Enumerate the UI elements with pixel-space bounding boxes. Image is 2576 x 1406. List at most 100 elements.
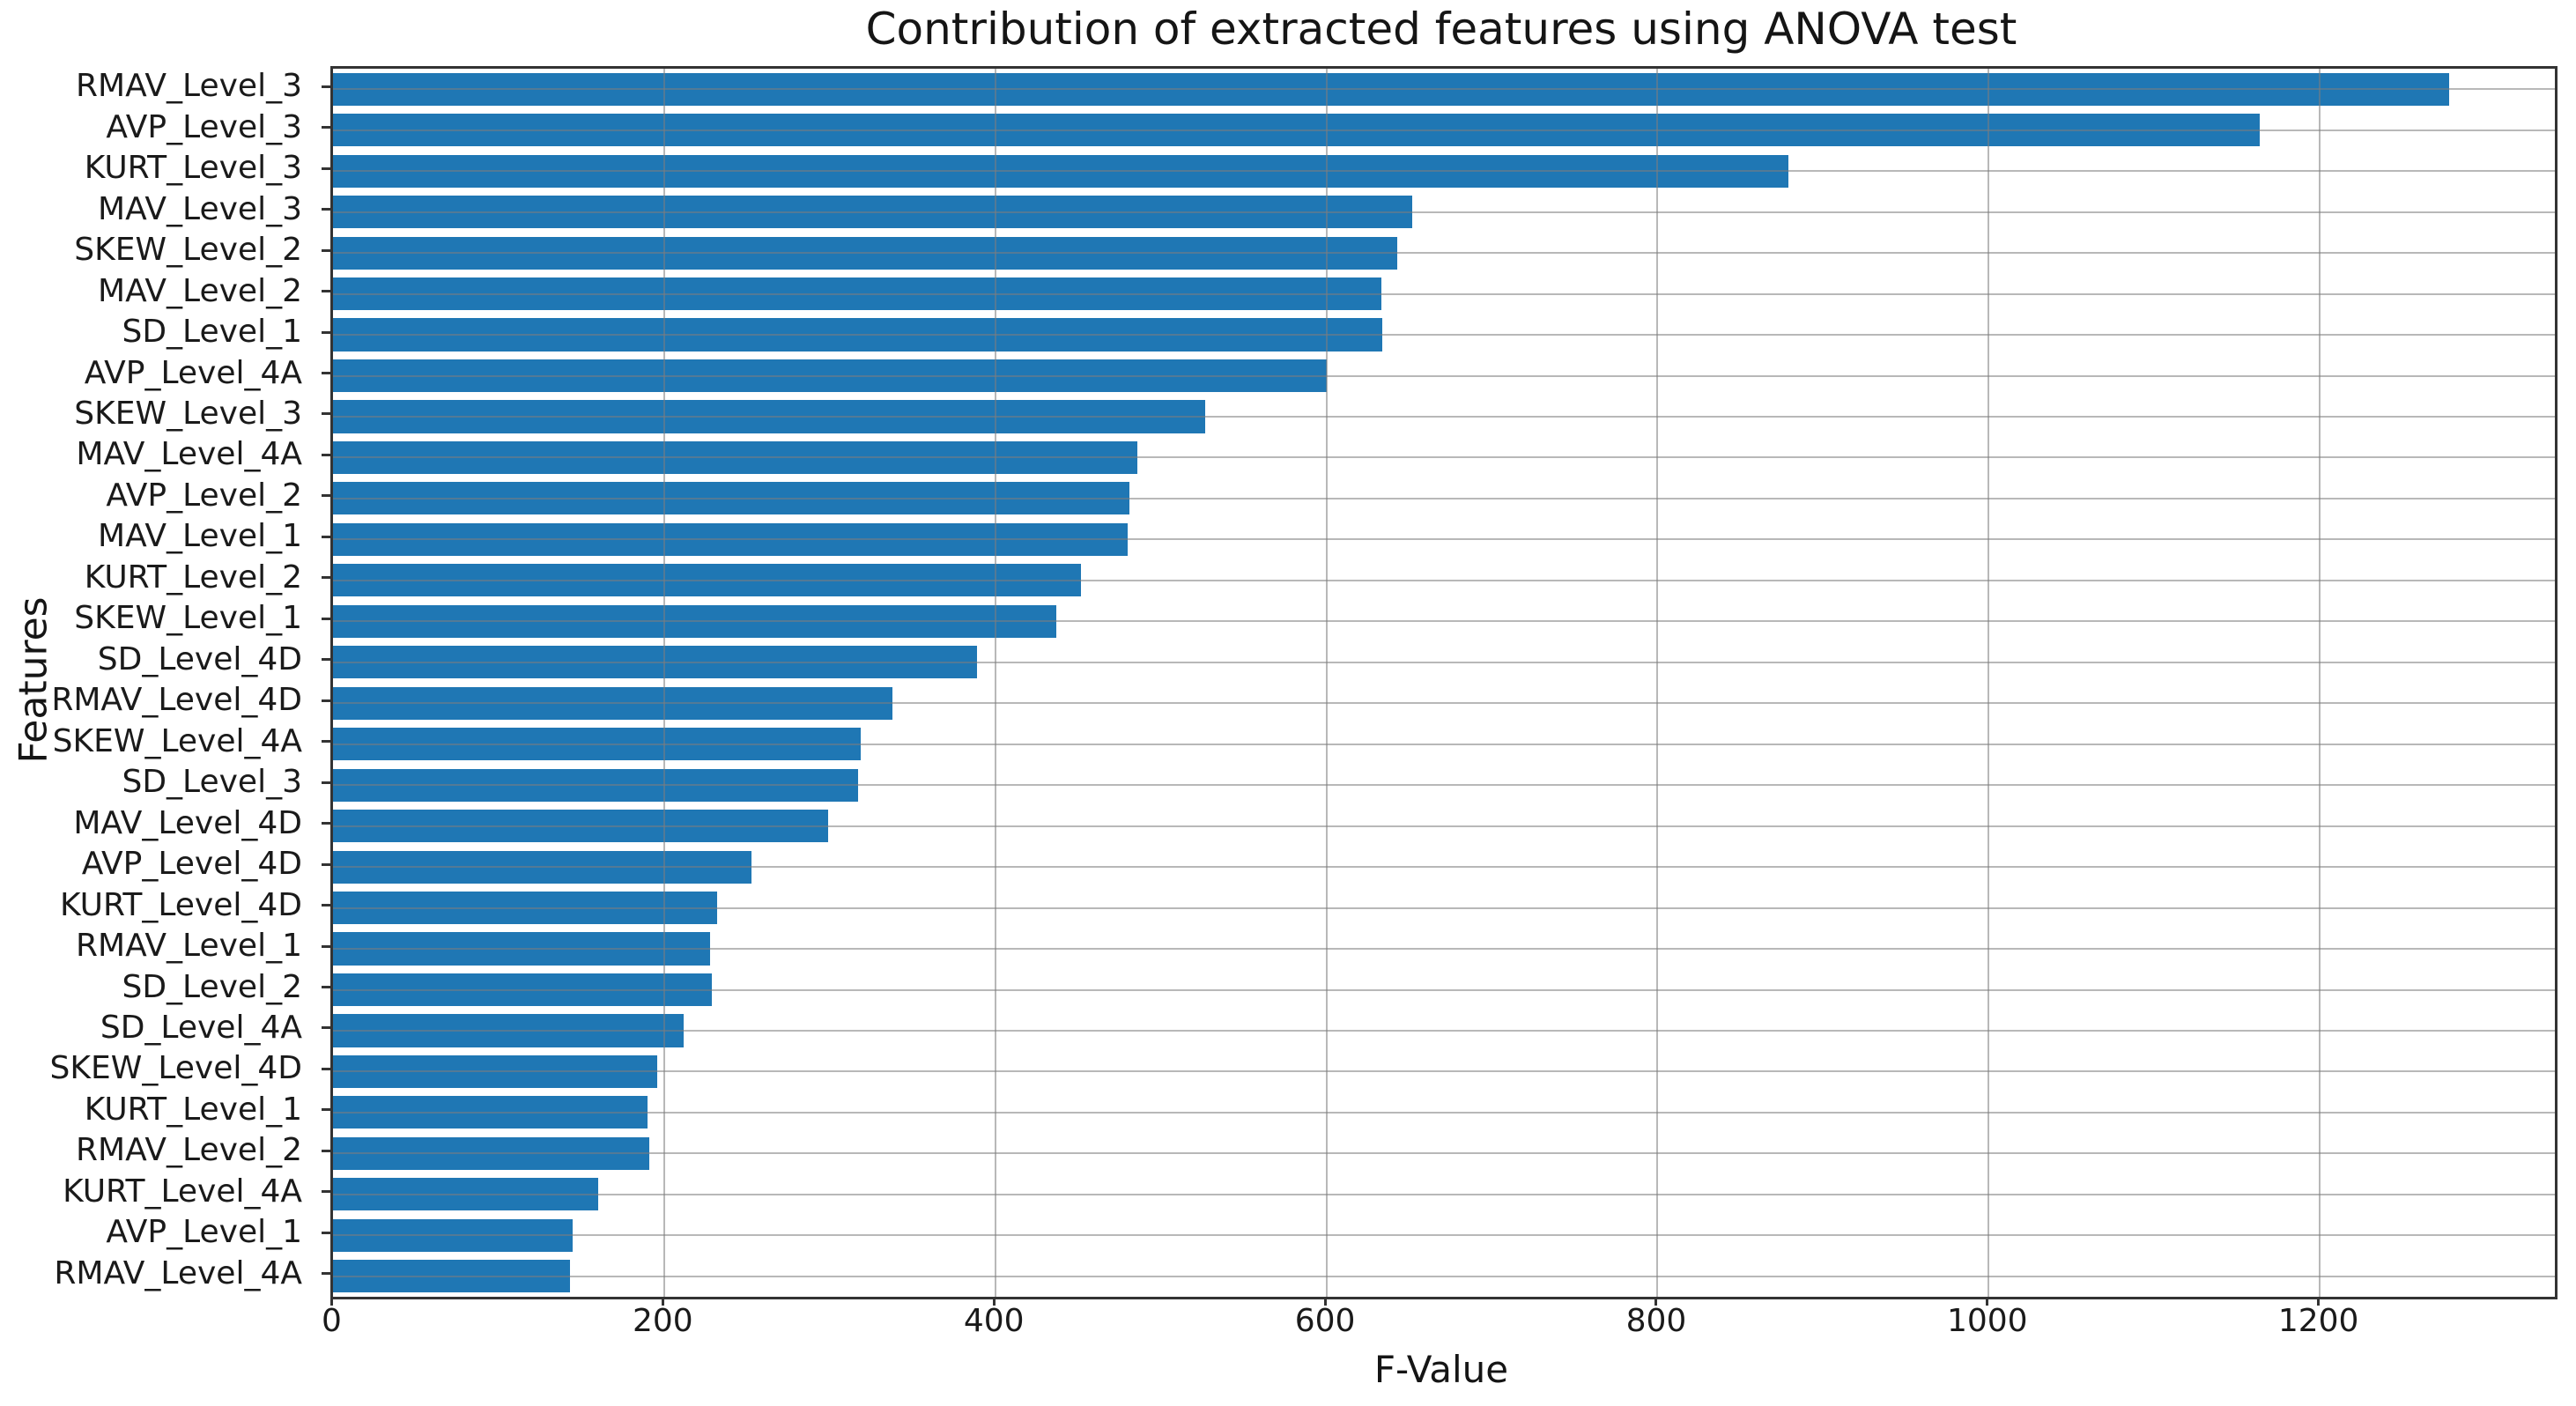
y-tick-label: SKEW_Level_4D [49,1050,302,1087]
y-tick-mark [322,576,330,580]
y-tick-label: SD_Level_4A [100,1009,302,1046]
y-tick-mark [322,781,330,784]
y-tick-mark [322,1272,330,1276]
y-gridline [333,743,2555,745]
y-gridline [333,988,2555,991]
y-gridline [333,292,2555,295]
y-tick-label: MAV_Level_4D [73,804,302,841]
x-gridline-200 [663,69,665,1297]
y-tick-label: KURT_Level_4A [63,1173,302,1210]
y-tick-mark [322,1067,330,1070]
y-gridline [333,784,2555,787]
y-tick-mark [322,1108,330,1112]
y-tick-mark [322,85,330,88]
y-gridline [333,497,2555,500]
y-gridline [333,1234,2555,1237]
y-gridline [333,906,2555,909]
y-tick-mark [322,535,330,538]
x-gridline-1000 [1988,69,1990,1297]
x-tick-label: 1200 [2277,1303,2359,1339]
y-tick-label: AVP_Level_1 [106,1214,302,1251]
y-tick-label: MAV_Level_4A [76,436,302,473]
x-tick-mark [2317,1297,2321,1306]
x-gridline-400 [994,69,996,1297]
y-tick-label: SKEW_Level_1 [74,600,302,637]
y-gridline [333,334,2555,337]
y-tick-label: MAV_Level_1 [98,518,302,555]
y-tick-label: AVP_Level_4A [84,354,302,391]
y-tick-label: RMAV_Level_3 [76,68,302,105]
y-tick-label: MAV_Level_3 [98,190,302,227]
x-gridline-800 [1656,69,1659,1297]
x-tick-mark [1323,1297,1327,1306]
y-tick-label: KURT_Level_1 [84,1091,302,1128]
y-tick-label: RMAV_Level_2 [76,1132,302,1169]
y-tick-label: AVP_Level_2 [106,477,302,514]
y-tick-mark [322,658,330,662]
y-gridline [333,1275,2555,1277]
x-tick-mark [661,1297,664,1306]
y-tick-mark [322,904,330,907]
y-tick-mark [322,290,330,293]
plot-area [330,66,2557,1299]
y-gridline [333,1029,2555,1032]
y-tick-label: AVP_Level_4D [81,846,302,883]
x-tick-label: 200 [632,1303,693,1339]
y-tick-mark [322,1149,330,1152]
y-gridline [333,415,2555,418]
y-tick-label: KURT_Level_2 [84,559,302,596]
y-tick-mark [322,617,330,620]
y-tick-mark [322,822,330,825]
y-tick-mark [322,699,330,702]
x-gridline-600 [1325,69,1328,1297]
y-gridline [333,252,2555,255]
y-gridline [333,620,2555,623]
y-tick-label: RMAV_Level_1 [76,928,302,965]
y-tick-label: SKEW_Level_3 [74,395,302,432]
y-tick-label: SKEW_Level_4A [52,722,302,759]
x-tick-mark [1654,1297,1658,1306]
y-gridline [333,1152,2555,1155]
y-tick-mark [322,1190,330,1194]
y-gridline [333,825,2555,827]
y-tick-label: KURT_Level_3 [84,150,302,187]
y-tick-mark [322,862,330,866]
y-gridline [333,661,2555,663]
y-tick-label: SKEW_Level_2 [74,232,302,269]
y-tick-mark [322,1231,330,1234]
y-tick-label: KURT_Level_4D [59,886,302,923]
y-tick-mark [322,166,330,170]
y-tick-mark [322,372,330,374]
y-tick-mark [322,126,330,130]
y-tick-mark [322,740,330,744]
y-gridline [333,702,2555,705]
y-gridline [333,1111,2555,1114]
y-tick-mark [322,944,330,948]
y-gridline [333,456,2555,459]
y-gridline [333,1193,2555,1195]
y-gridline [333,211,2555,213]
y-tick-label: AVP_Level_3 [106,108,302,145]
y-gridline [333,88,2555,91]
y-tick-labels: RMAV_Level_3 AVP_Level_3 KURT_Level_3 MAV_L… [0,66,318,1294]
y-tick-label: SD_Level_1 [122,314,302,351]
y-tick-label: SD_Level_2 [122,968,302,1005]
y-gridline [333,948,2555,951]
x-tick-label: 800 [1625,1303,1687,1339]
x-tick-label: 400 [963,1303,1025,1339]
y-tick-mark [322,248,330,252]
x-gridline-1200 [2319,69,2321,1297]
x-tick-mark [992,1297,996,1306]
y-tick-mark [322,494,330,498]
y-tick-label: RMAV_Level_4A [54,1254,302,1291]
y-tick-mark [322,208,330,211]
y-tick-label: MAV_Level_2 [98,272,302,309]
y-tick-label: SD_Level_3 [122,764,302,801]
x-tick-label: 600 [1294,1303,1356,1339]
y-gridline [333,866,2555,869]
y-tick-mark [322,986,330,988]
y-gridline [333,1070,2555,1073]
y-gridline [333,170,2555,173]
y-tick-label: RMAV_Level_4D [51,682,302,719]
